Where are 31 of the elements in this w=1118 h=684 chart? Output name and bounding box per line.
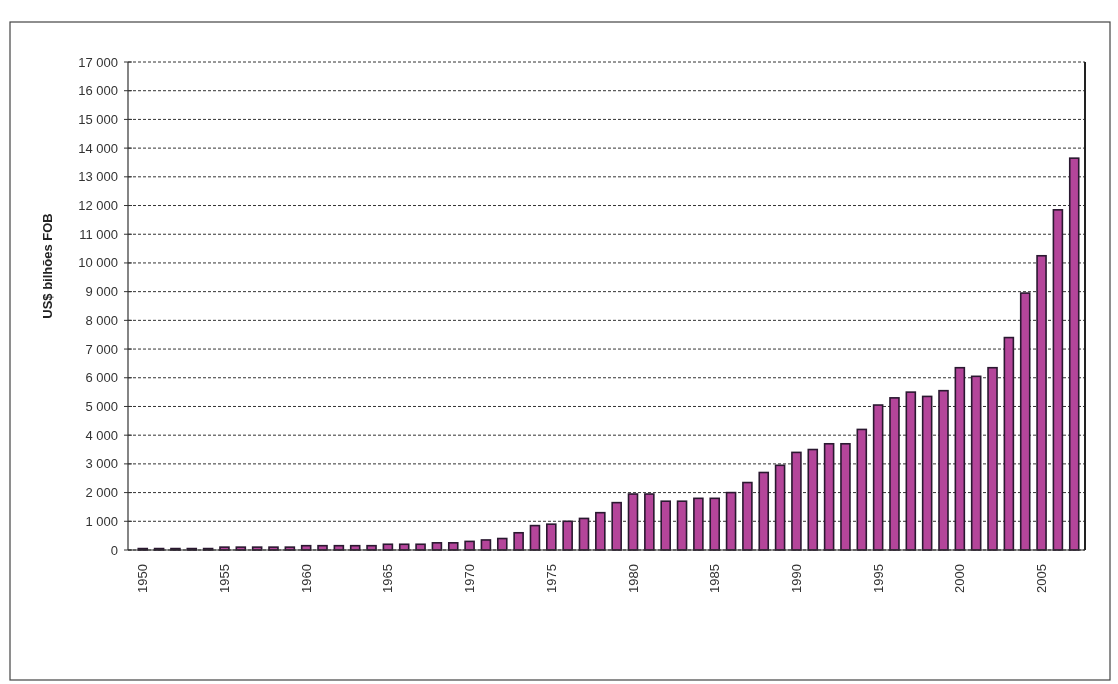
y-tick-label: 11 000 [79,226,118,242]
y-tick-label: 6 000 [85,370,118,386]
y-tick-label: 12 000 [78,198,118,214]
x-tick-label: 1995 [870,564,886,593]
y-axis-title: US$ bilhões FOB [40,213,55,319]
x-tick-label: 2005 [1034,564,1050,593]
y-tick-label: 4 000 [85,427,118,443]
y-tick-label: 10 000 [78,255,118,271]
y-tick-label: 5 000 [85,399,118,415]
y-tick-label: 2 000 [85,485,118,501]
y-tick-label: 15 000 [78,111,118,127]
x-tick-label: 1970 [462,564,478,593]
y-tick-label: 1 000 [85,513,118,529]
x-tick-label: 1960 [298,564,314,593]
x-tick-label: 1980 [625,564,641,593]
x-tick-label: 1965 [380,564,396,593]
x-tick-label: 1985 [707,564,723,593]
x-tick-label: 1955 [217,564,233,593]
y-tick-label: 14 000 [78,140,118,156]
x-tick-label: 2000 [952,564,968,593]
y-tick-label: 7 000 [85,341,118,357]
x-tick-label: 1990 [788,564,804,593]
y-tick-label: 17 000 [78,54,118,70]
y-tick-label: 16 000 [78,83,118,99]
y-tick-label: 0 [110,542,118,558]
y-tick-label: 3 000 [85,456,118,472]
x-tick-label: 1950 [135,564,151,593]
y-tick-label: 8 000 [85,312,118,328]
y-tick-label: 13 000 [78,169,118,185]
x-tick-label: 1975 [543,564,559,593]
y-tick-label: 9 000 [85,284,118,300]
